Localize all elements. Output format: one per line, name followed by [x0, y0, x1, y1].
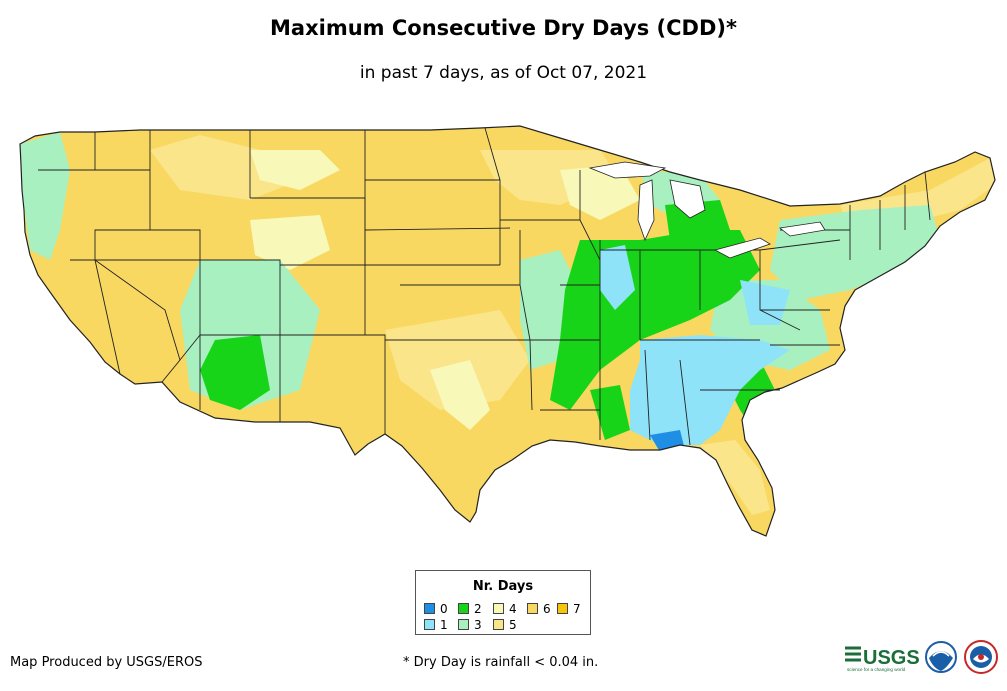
legend-swatch — [527, 603, 538, 614]
lake-superior — [588, 161, 667, 179]
legend-label: 7 — [573, 602, 581, 616]
nws-logo — [964, 640, 998, 674]
lake-huron — [669, 179, 706, 219]
zone-5-days — [700, 440, 770, 515]
lake-michigan — [637, 179, 655, 242]
great-lakes — [588, 161, 826, 259]
zone-3-days — [20, 132, 70, 260]
usgs-logo-text: USGS — [863, 647, 920, 669]
legend-swatch — [424, 603, 435, 614]
legend-label: 4 — [509, 602, 517, 616]
agency-logos: USGS science for a changing world — [845, 640, 998, 674]
legend-swatch — [424, 619, 435, 630]
cdd-fill-regions — [20, 126, 995, 536]
legend-swatch — [557, 603, 568, 614]
legend-label: 6 — [543, 602, 551, 616]
legend-swatch — [458, 603, 469, 614]
legend-swatch — [493, 603, 504, 614]
usgs-logo: USGS science for a changing world — [845, 646, 920, 672]
legend-label: 0 — [440, 602, 448, 616]
credit-text: Map Produced by USGS/EROS — [10, 655, 203, 670]
zone-4-days — [250, 150, 340, 190]
lake-erie — [713, 237, 771, 259]
zone-3-days — [770, 205, 940, 300]
legend-label: 3 — [474, 618, 482, 632]
legend-label: 2 — [474, 602, 482, 616]
legend-swatch — [458, 619, 469, 630]
lake-ontario — [779, 221, 826, 237]
usgs-tagline: science for a changing world — [847, 667, 906, 672]
zone-1-days — [740, 280, 790, 325]
legend-title: Nr. Days — [472, 579, 534, 594]
zone-4-days — [250, 215, 330, 270]
legend-label: 5 — [509, 618, 517, 632]
legend: Nr. Days 0 1 2 3 4 5 6 7 — [415, 570, 591, 635]
zone-5-days — [150, 135, 300, 200]
noaa-logo — [925, 641, 957, 673]
zone-1-days — [600, 245, 635, 310]
zone-4-days — [430, 360, 490, 430]
map-subtitle: in past 7 days, as of Oct 07, 2021 — [359, 63, 648, 83]
legend-swatch — [493, 619, 504, 630]
zone-2-days — [665, 200, 730, 250]
state-borders — [19, 125, 996, 537]
zone-2-days — [200, 335, 270, 410]
map-title: Maximum Consecutive Dry Days (CDD)* — [270, 16, 737, 40]
zone-5-days — [385, 310, 530, 410]
us-cdd-map — [19, 125, 996, 537]
legend-label: 1 — [440, 618, 448, 632]
footnote-text: * Dry Day is rainfall < 0.04 in. — [403, 655, 599, 670]
